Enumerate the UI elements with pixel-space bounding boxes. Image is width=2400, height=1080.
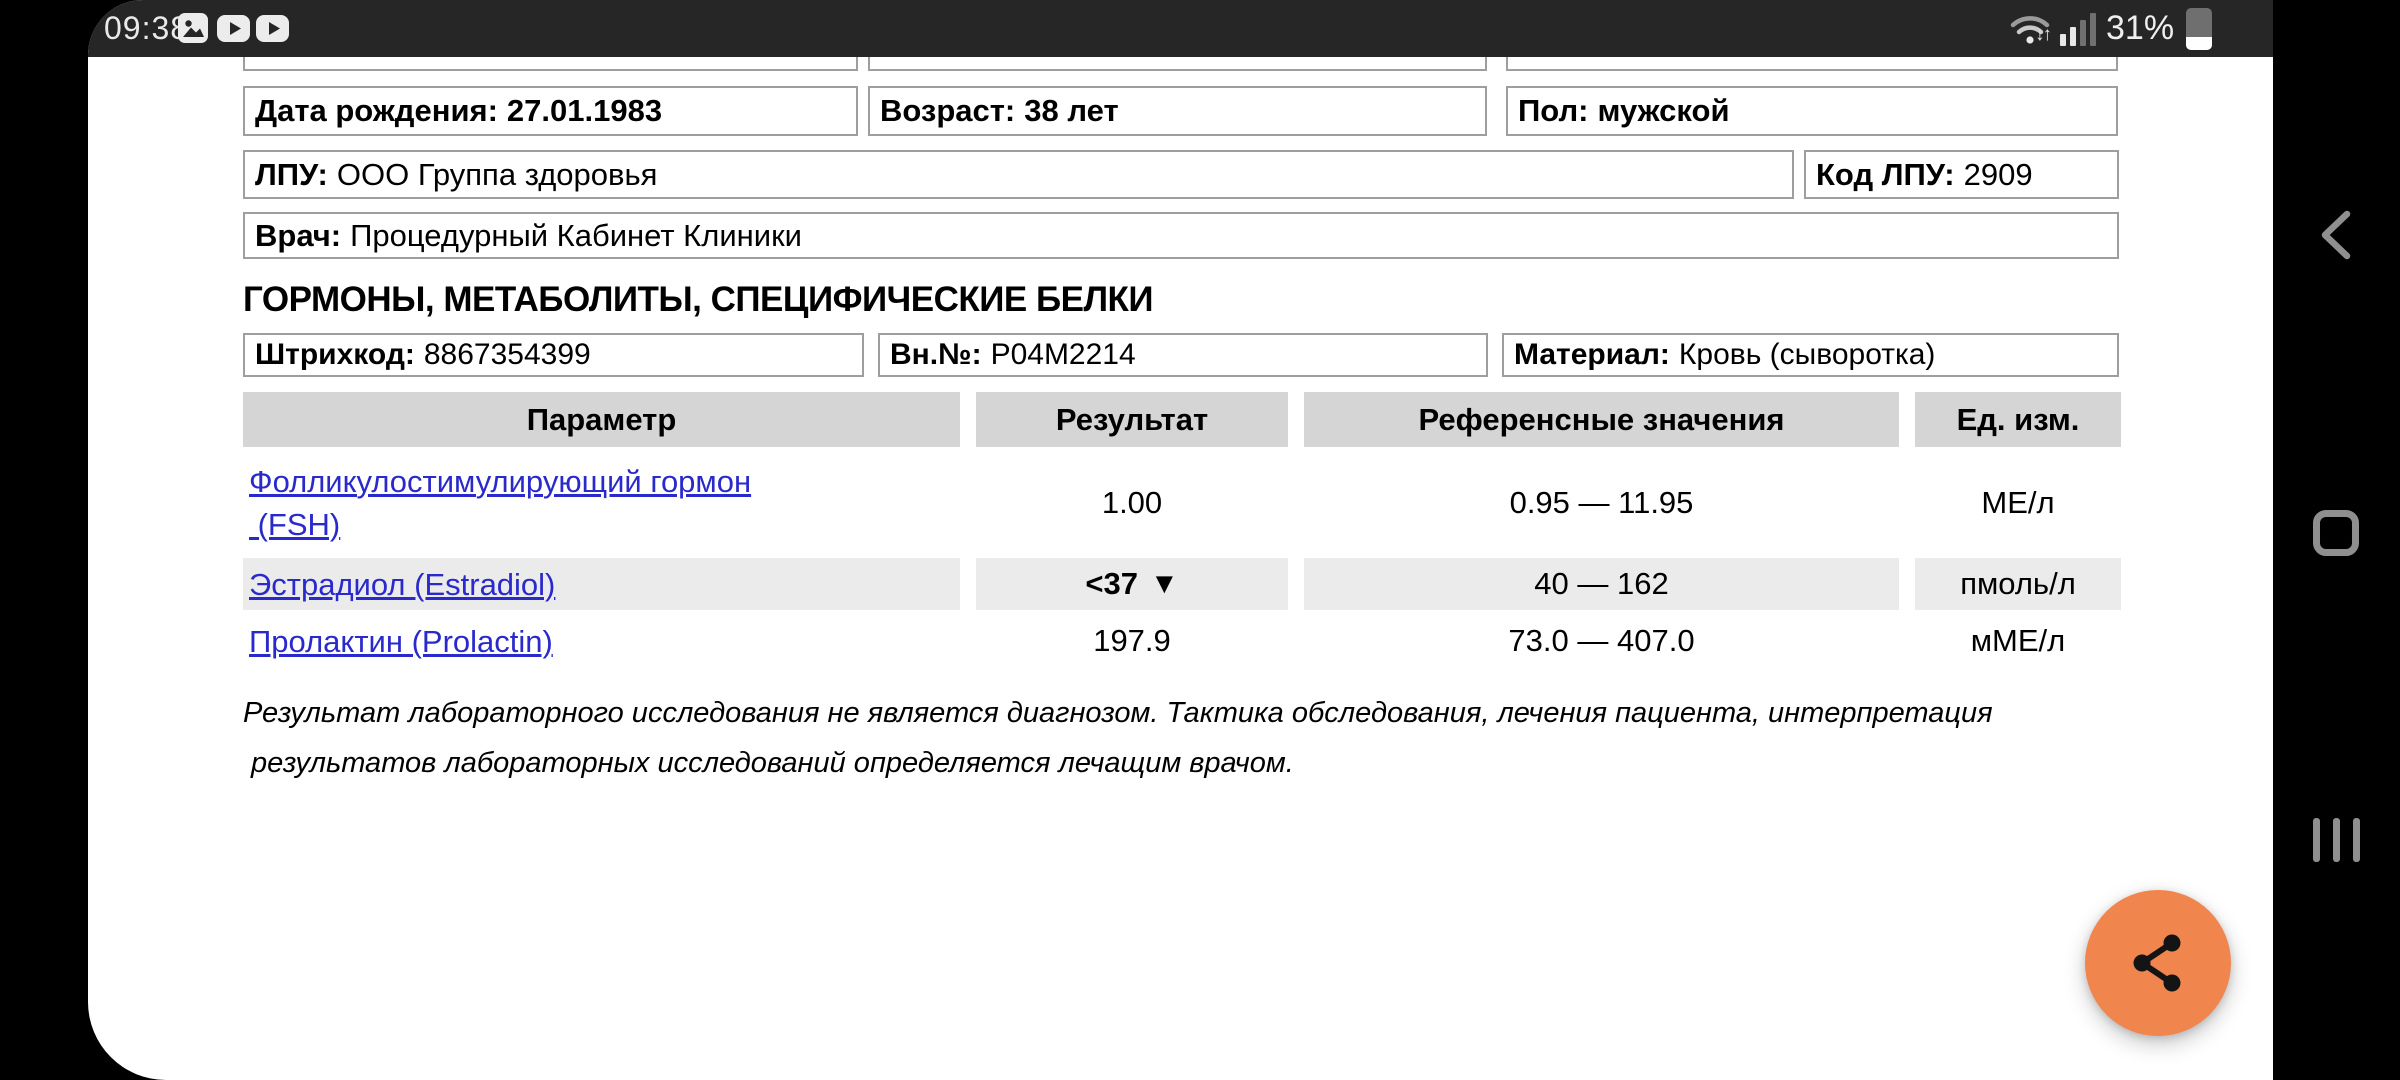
recents-button[interactable] [2313, 818, 2360, 862]
table-row-estradiol-reference: 40 — 162 [1304, 558, 1899, 610]
clinic-code-field: Код ЛПУ: 2909 [1804, 150, 2119, 199]
table-row-estradiol-result: <37 ▼ [976, 558, 1288, 610]
doctor-info-row: Врач: Процедурный Кабинет Клиники [243, 212, 2119, 259]
age-field: Возраст: 38 лет [868, 86, 1487, 136]
gallery-icon [178, 13, 208, 43]
table-row-prolactin-reference: 73.0 — 407.0 [1508, 623, 1695, 658]
column-header-unit: Ед. изм. [1915, 392, 2121, 447]
cut-off-field [243, 57, 858, 71]
wifi-traffic-arrows-icon: ↓↑ [2035, 24, 2052, 45]
home-button[interactable] [2313, 510, 2359, 556]
cut-off-row [243, 57, 2119, 73]
phone-screen: 09:38 ↓↑ 31% [88, 0, 2273, 1080]
results-table: Параметр Результат Референсные значения … [243, 392, 2121, 668]
lab-report-page: Дата рождения: 27.01.1983 Возраст: 38 ле… [243, 57, 2121, 788]
analyte-link-prolactin[interactable]: Пролактин (Prolactin) [249, 623, 553, 659]
barcode-field: Штрихкод: 8867354399 [243, 333, 864, 377]
table-row-estradiol-parameter: Эстрадиол (Estradiol) [243, 558, 960, 610]
disclaimer-text: Результат лабораторного исследования не … [243, 697, 1993, 779]
material-field: Материал: Кровь (сыворотка) [1502, 333, 2119, 377]
birth-date-field: Дата рождения: 27.01.1983 [243, 86, 858, 136]
sample-info-row: Штрихкод: 8867354399 Вн.№: P04M2214 Мате… [243, 333, 2119, 377]
sex-field: Пол: мужской [1506, 86, 2118, 136]
wifi-icon [2010, 16, 2050, 44]
table-row-fsh-parameter: Фолликулостимулирующий гормон (FSH) [243, 451, 960, 554]
cut-off-field [868, 57, 1487, 71]
patient-info-row: Дата рождения: 27.01.1983 Возраст: 38 ле… [243, 86, 2119, 136]
table-row-prolactin-parameter: Пролактин (Prolactin) [243, 614, 960, 668]
share-button[interactable] [2085, 890, 2231, 1036]
table-row-estradiol-unit: пмоль/л [1915, 558, 2121, 610]
internal-number-field: Вн.№: P04M2214 [878, 333, 1488, 377]
table-row-fsh-reference: 0.95 — 11.95 [1509, 484, 1694, 520]
analyte-link-estradiol[interactable]: Эстрадиол (Estradiol) [249, 566, 556, 602]
clinic-field: ЛПУ: ООО Группа здоровья [243, 150, 1794, 199]
table-row-prolactin-result: 197.9 [1093, 623, 1171, 658]
cut-off-field [1506, 57, 2118, 71]
battery-icon [2186, 8, 2212, 50]
share-icon [2133, 934, 2181, 992]
back-button[interactable] [2319, 209, 2351, 261]
youtube-icon [256, 15, 289, 42]
status-clock: 09:38 [104, 10, 190, 46]
low-value-arrow-icon: ▼ [1149, 567, 1179, 600]
column-header-result: Результат [976, 392, 1288, 447]
clinic-info-row: ЛПУ: ООО Группа здоровья Код ЛПУ: 2909 [243, 150, 2119, 199]
youtube-icon [217, 15, 250, 42]
navigation-bar [2273, 0, 2400, 1080]
table-row-prolactin-unit: мМЕ/л [1970, 623, 2066, 658]
section-title: ГОРМОНЫ, МЕТАБОЛИТЫ, СПЕЦИФИЧЕСКИЕ БЕЛКИ [243, 280, 1154, 319]
analyte-link-fsh[interactable]: Фолликулостимулирующий гормон (FSH) [249, 463, 752, 542]
battery-percent: 31% [2106, 9, 2175, 47]
status-bar: 09:38 ↓↑ 31% [88, 0, 2273, 57]
signal-strength-icon [2060, 12, 2098, 46]
column-header-parameter: Параметр [243, 392, 960, 447]
doctor-field: Врач: Процедурный Кабинет Клиники [243, 212, 2119, 259]
table-row-fsh-unit: МЕ/л [1981, 484, 2055, 520]
column-header-reference: Референсные значения [1304, 392, 1899, 447]
table-row-fsh-result: 1.00 [1101, 484, 1163, 520]
